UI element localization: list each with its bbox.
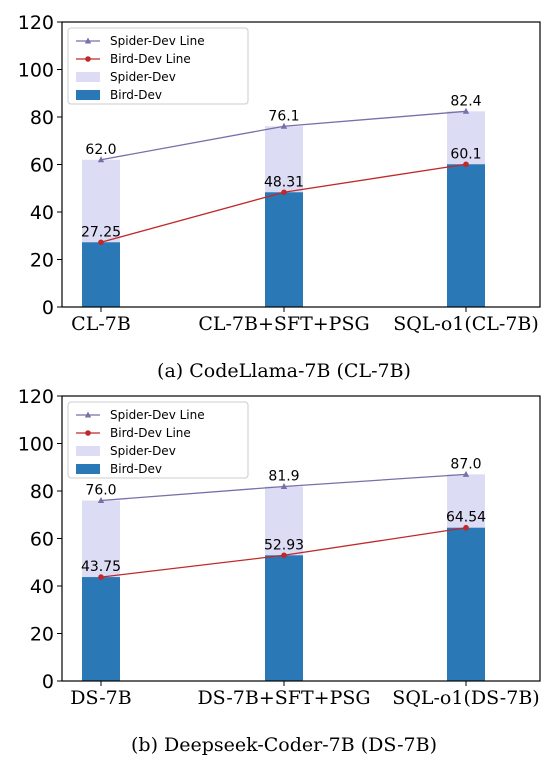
legend-spider-line-marker xyxy=(84,37,92,44)
legend-label: Bird-Dev Line xyxy=(110,52,191,66)
y-tick-label: 20 xyxy=(30,624,54,646)
y-tick-label: 40 xyxy=(30,576,54,598)
bird-dev-value-label: 27.25 xyxy=(81,224,121,240)
legend-spider-bar-swatch xyxy=(76,446,100,456)
bird-dev-point xyxy=(463,524,469,531)
bird-dev-value-label: 52.93 xyxy=(264,537,304,553)
spider-dev-point xyxy=(280,482,288,489)
x-tick-label: DS-7B xyxy=(70,687,131,709)
figure-caption: (b) Deepseek-Coder-7B (DS-7B) xyxy=(131,734,437,756)
x-tick-label: SQL-o1(CL-7B) xyxy=(393,313,539,335)
spider-dev-point xyxy=(462,107,470,114)
x-tick-label: DS-7B+SFT+PSG xyxy=(197,687,370,709)
y-tick-label: 100 xyxy=(18,434,54,456)
bird-dev-value-label: 60.1 xyxy=(450,146,481,162)
legend-label: Spider-Dev Line xyxy=(110,408,205,422)
legend-spider-bar-swatch xyxy=(76,72,100,82)
bird-dev-value-label: 43.75 xyxy=(81,559,121,575)
legend-label: Spider-Dev xyxy=(110,444,176,458)
bird-dev-bar xyxy=(82,577,120,681)
bird-dev-point xyxy=(98,574,104,580)
spider-dev-value-label: 87.0 xyxy=(450,456,481,472)
legend-spider-line-marker xyxy=(84,411,92,418)
spider-dev-point xyxy=(462,470,470,477)
bird-dev-point xyxy=(463,161,469,168)
y-tick-label: 120 xyxy=(18,386,54,408)
bird-dev-value-label: 64.54 xyxy=(446,510,486,526)
legend-box xyxy=(67,27,249,105)
legend-box xyxy=(67,401,249,479)
legend-label: Spider-Dev xyxy=(110,70,176,84)
legend-bird-bar-swatch xyxy=(76,90,100,100)
x-tick-label: CL-7B+SFT+PSG xyxy=(198,313,369,335)
legend-bird-line-marker xyxy=(85,430,91,436)
bird-dev-point xyxy=(281,552,287,559)
y-tick-label: 100 xyxy=(18,60,54,82)
x-tick-label: CL-7B xyxy=(71,313,131,335)
bird-dev-bar xyxy=(82,242,120,307)
y-tick-label: 120 xyxy=(18,12,54,34)
x-tick-label: SQL-o1(DS-7B) xyxy=(392,687,539,709)
spider-dev-value-label: 81.9 xyxy=(268,468,299,484)
bird-dev-point xyxy=(98,239,104,246)
spider-dev-point xyxy=(97,497,105,503)
y-tick-label: 60 xyxy=(30,155,54,177)
bird-dev-bar xyxy=(265,555,303,681)
spider-dev-value-label: 76.0 xyxy=(85,483,116,499)
legend-label: Bird-Dev Line xyxy=(110,426,191,440)
legend-label: Bird-Dev xyxy=(110,462,162,476)
bird-dev-value-label: 48.31 xyxy=(264,174,304,190)
bird-dev-bar xyxy=(447,527,485,681)
y-tick-label: 0 xyxy=(42,671,54,693)
spider-dev-value-label: 82.4 xyxy=(450,93,481,109)
bird-dev-bar xyxy=(447,164,485,307)
bird-dev-point xyxy=(281,189,287,196)
spider-dev-point xyxy=(97,156,105,163)
y-tick-label: 80 xyxy=(30,107,54,129)
spider-dev-value-label: 62.0 xyxy=(85,142,116,158)
spider-dev-point xyxy=(280,122,288,129)
legend-bird-line-marker xyxy=(85,56,91,62)
figure-caption: (a) CodeLlama-7B (CL-7B) xyxy=(157,360,411,382)
panel-a: 62.0 76.1 82.4 27.25 48.31 60.1 0 20 40 60 80 100 12… xyxy=(18,12,541,382)
panel-b: 76.0 81.9 87.0 43.75 52.93 64.54 0 20 40 60 80 100 1… xyxy=(18,386,541,756)
y-tick-label: 40 xyxy=(30,202,54,224)
y-tick-label: 60 xyxy=(30,529,54,551)
spider-dev-value-label: 76.1 xyxy=(268,108,299,124)
y-tick-label: 80 xyxy=(30,481,54,503)
y-tick-label: 0 xyxy=(42,297,54,319)
y-tick-label: 20 xyxy=(30,250,54,272)
legend-label: Spider-Dev Line xyxy=(110,34,205,48)
bird-dev-bar xyxy=(265,192,303,307)
legend-bird-bar-swatch xyxy=(76,464,100,474)
legend-label: Bird-Dev xyxy=(110,88,162,102)
